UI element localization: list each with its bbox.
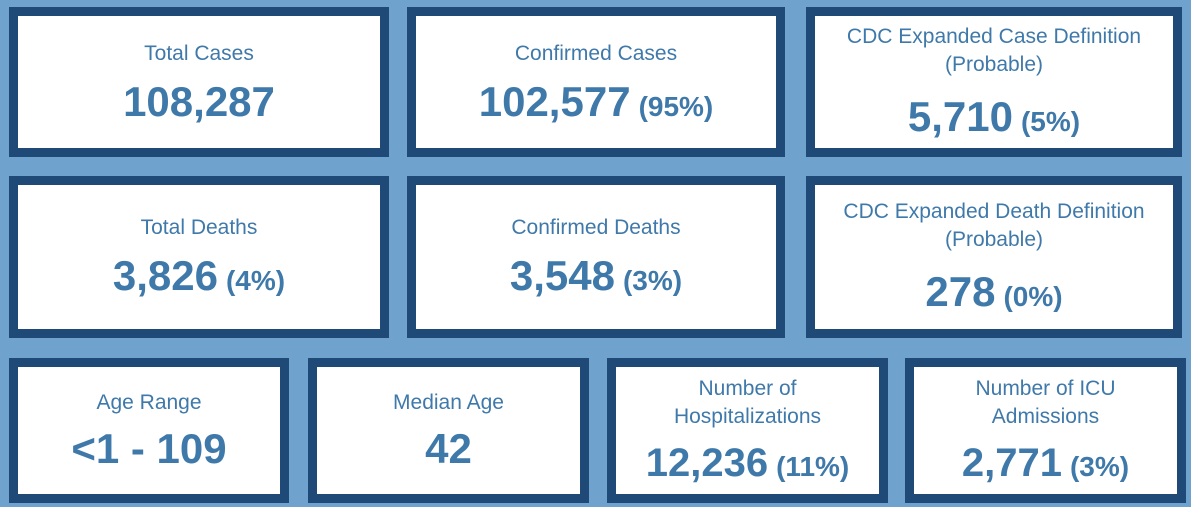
confirmed-deaths-percent: (3%) bbox=[622, 265, 683, 296]
total-deaths-value: 3,826 bbox=[112, 252, 218, 299]
icu-admissions-card: Number of ICU Admissions 2,771 (3%) bbox=[905, 358, 1186, 503]
median-age-value-line: 42 bbox=[425, 425, 472, 473]
total-deaths-label: Total Deaths bbox=[140, 216, 258, 239]
confirmed-cases-card: Confirmed Cases 102,577 (95%) bbox=[407, 7, 785, 157]
total-cases-value: 108,287 bbox=[123, 78, 275, 125]
probable-cases-label-line2: (Probable) bbox=[944, 53, 1044, 76]
median-age-label: Median Age bbox=[393, 390, 504, 414]
icu-admissions-percent: (3%) bbox=[1069, 450, 1130, 482]
confirmed-deaths-card: Confirmed Deaths 3,548 (3%) bbox=[407, 176, 785, 338]
icu-admissions-label-line1: Number of ICU bbox=[975, 376, 1116, 400]
age-range-value: <1 - 109 bbox=[71, 424, 227, 472]
probable-cases-card: CDC Expanded Case Definition (Probable) … bbox=[806, 7, 1182, 157]
probable-deaths-value: 278 bbox=[925, 268, 996, 315]
probable-cases-percent: (5%) bbox=[1020, 106, 1081, 137]
probable-deaths-label-line2: (Probable) bbox=[944, 228, 1044, 251]
total-cases-card: Total Cases 108,287 bbox=[9, 7, 389, 157]
age-range-card: Age Range <1 - 109 bbox=[9, 358, 289, 503]
total-deaths-percent: (4%) bbox=[225, 265, 286, 296]
age-range-value-line: <1 - 109 bbox=[71, 425, 226, 473]
hospitalizations-value: 12,236 bbox=[645, 440, 769, 485]
total-cases-label: Total Cases bbox=[144, 42, 254, 65]
total-cases-value-line: 108,287 bbox=[123, 78, 275, 126]
probable-cases-label: CDC Expanded Case Definition (Probable) bbox=[847, 23, 1141, 79]
total-deaths-value-line: 3,826 (4%) bbox=[113, 252, 285, 300]
probable-cases-label-line1: CDC Expanded Case Definition bbox=[846, 25, 1142, 48]
confirmed-cases-value: 102,577 bbox=[478, 78, 631, 125]
confirmed-cases-label: Confirmed Cases bbox=[514, 42, 678, 65]
icu-admissions-value-line: 2,771 (3%) bbox=[962, 439, 1129, 487]
hospitalizations-label-line1: Number of bbox=[698, 376, 797, 400]
icu-admissions-label: Number of ICU Admissions bbox=[975, 375, 1115, 431]
probable-deaths-label-line1: CDC Expanded Death Definition bbox=[843, 200, 1145, 223]
icu-admissions-label-line2: Admissions bbox=[991, 404, 1100, 428]
hospitalizations-label-line2: Hospitalizations bbox=[673, 404, 822, 428]
confirmed-deaths-label: Confirmed Deaths bbox=[511, 216, 681, 239]
confirmed-cases-value-line: 102,577 (95%) bbox=[479, 78, 714, 126]
median-age-value: 42 bbox=[425, 424, 472, 472]
age-range-label: Age Range bbox=[96, 390, 202, 414]
probable-cases-value-line: 5,710 (5%) bbox=[908, 93, 1080, 141]
confirmed-deaths-value: 3,548 bbox=[509, 252, 615, 299]
hospitalizations-label: Number of Hospitalizations bbox=[674, 375, 821, 431]
probable-deaths-percent: (0%) bbox=[1003, 281, 1063, 312]
confirmed-deaths-value-line: 3,548 (3%) bbox=[510, 252, 682, 300]
hospitalizations-percent: (11%) bbox=[776, 450, 850, 482]
probable-deaths-card: CDC Expanded Death Definition (Probable)… bbox=[806, 176, 1182, 338]
probable-deaths-label: CDC Expanded Death Definition (Probable) bbox=[843, 198, 1144, 254]
probable-deaths-value-line: 278 (0%) bbox=[925, 268, 1062, 316]
total-deaths-card: Total Deaths 3,826 (4%) bbox=[9, 176, 389, 338]
median-age-card: Median Age 42 bbox=[308, 358, 589, 503]
confirmed-cases-percent: (95%) bbox=[638, 91, 714, 122]
hospitalizations-value-line: 12,236 (11%) bbox=[646, 439, 850, 487]
icu-admissions-value: 2,771 bbox=[961, 440, 1062, 485]
hospitalizations-card: Number of Hospitalizations 12,236 (11%) bbox=[607, 358, 888, 503]
probable-cases-value: 5,710 bbox=[907, 93, 1013, 140]
